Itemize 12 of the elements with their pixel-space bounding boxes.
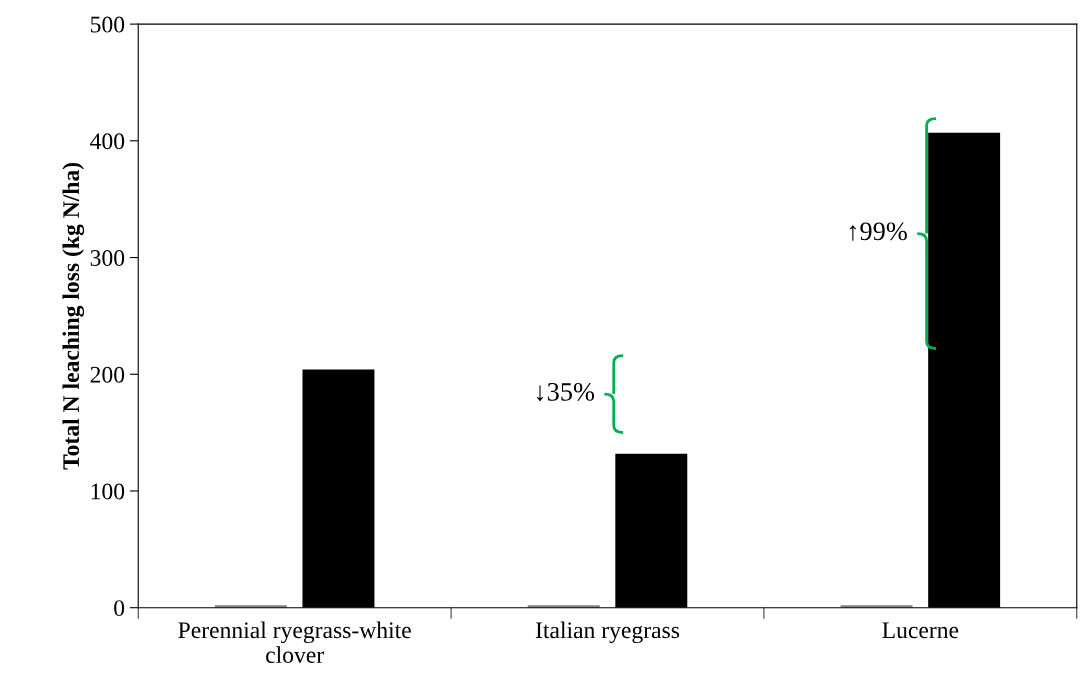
y-axis-title: Total N leaching loss (kg N/ha) xyxy=(62,162,85,470)
x-tick-label: Italian ryegrass xyxy=(535,621,680,644)
y-tick-label: 500 xyxy=(91,16,125,33)
x-tick-label: Perennial ryegrass-white clover xyxy=(178,621,411,663)
x-tick-label: Lucerne xyxy=(882,622,959,639)
annotation: ↑99% xyxy=(849,222,907,241)
y-tick-label: 300 xyxy=(90,250,125,266)
annotation: ↓35% xyxy=(536,382,595,402)
y-tick-label: 200 xyxy=(90,366,125,383)
y-tick-label: 0 xyxy=(114,600,125,617)
y-tick-label: 100 xyxy=(91,483,125,500)
y-tick-label: 400 xyxy=(90,133,125,150)
